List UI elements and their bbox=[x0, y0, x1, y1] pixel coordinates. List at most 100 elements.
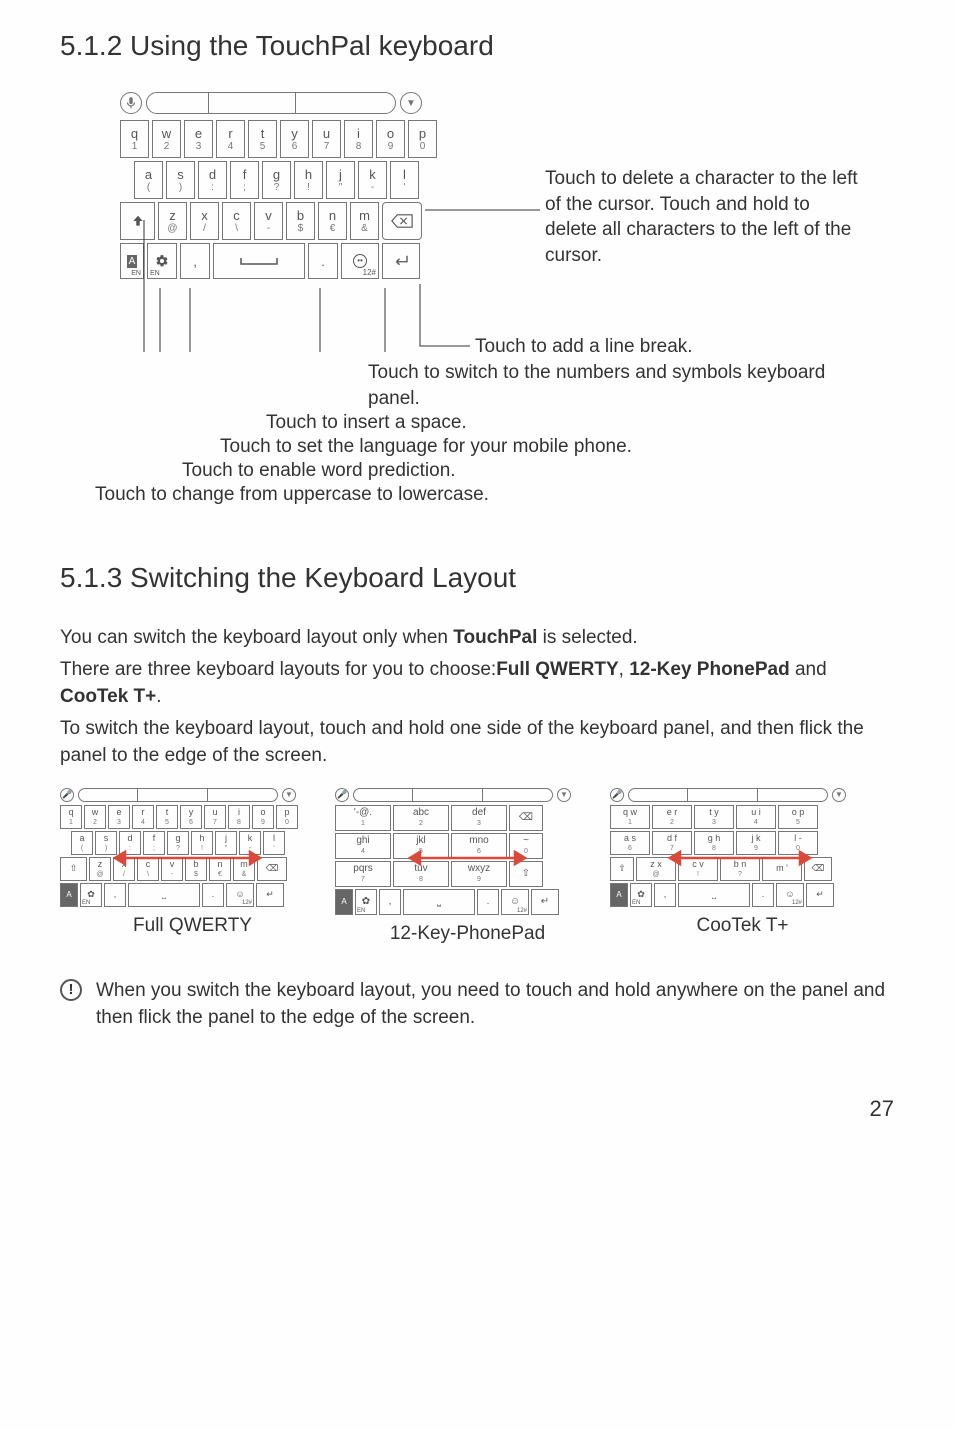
key-i[interactable]: i8 bbox=[228, 805, 250, 829]
mini-phonepad: 🎤 ▼ '-@.1abc2def3⌫ ghi4jkl5mno6~0 pqrs7tuv… bbox=[335, 788, 600, 915]
key-m[interactable]: m& bbox=[233, 857, 255, 881]
language-key[interactable]: ✿EN bbox=[355, 889, 377, 915]
chevron-down-icon: ▼ bbox=[282, 788, 296, 802]
thumb-phonepad: 🎤 ▼ '-@.1abc2def3⌫ ghi4jkl5mno6~0 pqrs7tuv… bbox=[335, 788, 600, 945]
key-ghi[interactable]: ghi4 bbox=[335, 833, 391, 859]
prediction-key[interactable]: A bbox=[335, 889, 353, 915]
key-wxyz[interactable]: wxyz9 bbox=[451, 861, 507, 887]
key-q w[interactable]: q w1 bbox=[610, 805, 650, 829]
page-number: 27 bbox=[60, 1096, 894, 1122]
key-z[interactable]: z@ bbox=[89, 857, 111, 881]
key-s[interactable]: s) bbox=[95, 831, 117, 855]
key-d f[interactable]: d f7 bbox=[652, 831, 692, 855]
key-o[interactable]: o9 bbox=[252, 805, 274, 829]
callout-space: Touch to insert a space. bbox=[266, 410, 467, 436]
key-tuv[interactable]: tuv8 bbox=[393, 861, 449, 887]
callout-linebreak: Touch to add a line break. bbox=[475, 334, 693, 360]
key-c[interactable]: c\ bbox=[137, 857, 159, 881]
key-def[interactable]: def3 bbox=[451, 805, 507, 831]
key-b[interactable]: b$ bbox=[185, 857, 207, 881]
prediction-key[interactable]: A bbox=[60, 883, 78, 907]
enter-key[interactable]: ↵ bbox=[256, 883, 284, 907]
key-l[interactable]: l' bbox=[263, 831, 285, 855]
alert-icon: ! bbox=[60, 979, 82, 1001]
chevron-down-icon: ▼ bbox=[557, 788, 571, 802]
phonepad-label: 12-Key-PhonePad bbox=[335, 923, 600, 945]
note-block: ! When you switch the keyboard layout, y… bbox=[60, 977, 894, 1036]
key-q[interactable]: q1 bbox=[60, 805, 82, 829]
symbols-key[interactable]: ☺12# bbox=[501, 889, 529, 915]
key-f[interactable]: f; bbox=[143, 831, 165, 855]
p-513-2: There are three keyboard layouts for you… bbox=[60, 656, 894, 711]
space-key[interactable]: ⎵ bbox=[128, 883, 200, 907]
space-key[interactable]: ⎵ bbox=[403, 889, 475, 915]
comma-key[interactable]: , bbox=[104, 883, 126, 907]
key-k[interactable]: k- bbox=[239, 831, 261, 855]
mic-icon: 🎤 bbox=[60, 788, 74, 802]
key-u[interactable]: u7 bbox=[204, 805, 226, 829]
key-u i[interactable]: u i4 bbox=[736, 805, 776, 829]
callout-lang: Touch to set the language for your mobil… bbox=[220, 434, 632, 460]
key-g h[interactable]: g h8 bbox=[694, 831, 734, 855]
key-'-@.[interactable]: '-@.1 bbox=[335, 805, 391, 831]
backspace-key[interactable]: ⌫ bbox=[257, 857, 287, 881]
prediction-key[interactable]: A bbox=[610, 883, 628, 907]
key-z x[interactable]: z x@ bbox=[636, 857, 676, 881]
enter-key[interactable]: ↵ bbox=[531, 889, 559, 915]
symbols-key[interactable]: ☺12# bbox=[226, 883, 254, 907]
period-key[interactable]: . bbox=[752, 883, 774, 907]
key-a s[interactable]: a s6 bbox=[610, 831, 650, 855]
space-key[interactable]: ⎵ bbox=[678, 883, 750, 907]
key-r[interactable]: r4 bbox=[132, 805, 154, 829]
key-⌫[interactable]: ⌫ bbox=[509, 805, 543, 831]
shift-key[interactable]: ⇧ bbox=[610, 857, 634, 881]
key-y[interactable]: y6 bbox=[180, 805, 202, 829]
symbols-key[interactable]: ☺12# bbox=[776, 883, 804, 907]
key-h[interactable]: h! bbox=[191, 831, 213, 855]
period-key[interactable]: . bbox=[477, 889, 499, 915]
mic-icon: 🎤 bbox=[610, 788, 624, 802]
key-b n[interactable]: b n? bbox=[720, 857, 760, 881]
note-text: When you switch the keyboard layout, you… bbox=[96, 977, 894, 1032]
backspace-key[interactable]: ⌫ bbox=[804, 857, 832, 881]
callout-case: Touch to change from uppercase to lowerc… bbox=[95, 482, 489, 508]
language-key[interactable]: ✿EN bbox=[630, 883, 652, 907]
key-pqrs[interactable]: pqrs7 bbox=[335, 861, 391, 887]
key-d[interactable]: d: bbox=[119, 831, 141, 855]
key-mno[interactable]: mno6 bbox=[451, 833, 507, 859]
key-w[interactable]: w2 bbox=[84, 805, 106, 829]
key-v[interactable]: v- bbox=[161, 857, 183, 881]
key-⇧[interactable]: ⇧ bbox=[509, 861, 543, 887]
key-abc[interactable]: abc2 bbox=[393, 805, 449, 831]
key-m '[interactable]: m ' bbox=[762, 857, 802, 881]
key-t[interactable]: t5 bbox=[156, 805, 178, 829]
mini-cootek: 🎤 ▼ q w1e r2t y3u i4o p5 a s6d f7g h8j k9… bbox=[610, 788, 875, 907]
key-jkl[interactable]: jkl5 bbox=[393, 833, 449, 859]
key-l -[interactable]: l -0 bbox=[778, 831, 818, 855]
shift-key[interactable]: ⇧ bbox=[60, 857, 87, 881]
comma-key[interactable]: , bbox=[654, 883, 676, 907]
key-j k[interactable]: j k9 bbox=[736, 831, 776, 855]
cootek-label: CooTek T+ bbox=[610, 915, 875, 937]
language-key[interactable]: ✿EN bbox=[80, 883, 102, 907]
key-n[interactable]: n€ bbox=[209, 857, 231, 881]
enter-key[interactable]: ↵ bbox=[806, 883, 834, 907]
key-e[interactable]: e3 bbox=[108, 805, 130, 829]
key-t y[interactable]: t y3 bbox=[694, 805, 734, 829]
thumb-cootek: 🎤 ▼ q w1e r2t y3u i4o p5 a s6d f7g h8j k9… bbox=[610, 788, 875, 945]
key-x[interactable]: x/ bbox=[113, 857, 135, 881]
qwerty-label: Full QWERTY bbox=[60, 915, 325, 937]
comma-key[interactable]: , bbox=[379, 889, 401, 915]
key-a[interactable]: a( bbox=[71, 831, 93, 855]
key-c v[interactable]: c v! bbox=[678, 857, 718, 881]
period-key[interactable]: . bbox=[202, 883, 224, 907]
key-e r[interactable]: e r2 bbox=[652, 805, 692, 829]
key-j[interactable]: j" bbox=[215, 831, 237, 855]
chevron-down-icon: ▼ bbox=[832, 788, 846, 802]
mic-icon: 🎤 bbox=[335, 788, 349, 802]
key-~[interactable]: ~0 bbox=[509, 833, 543, 859]
key-g[interactable]: g? bbox=[167, 831, 189, 855]
key-o p[interactable]: o p5 bbox=[778, 805, 818, 829]
heading-512: 5.1.2 Using the TouchPal keyboard bbox=[60, 30, 894, 62]
key-p[interactable]: p0 bbox=[276, 805, 298, 829]
